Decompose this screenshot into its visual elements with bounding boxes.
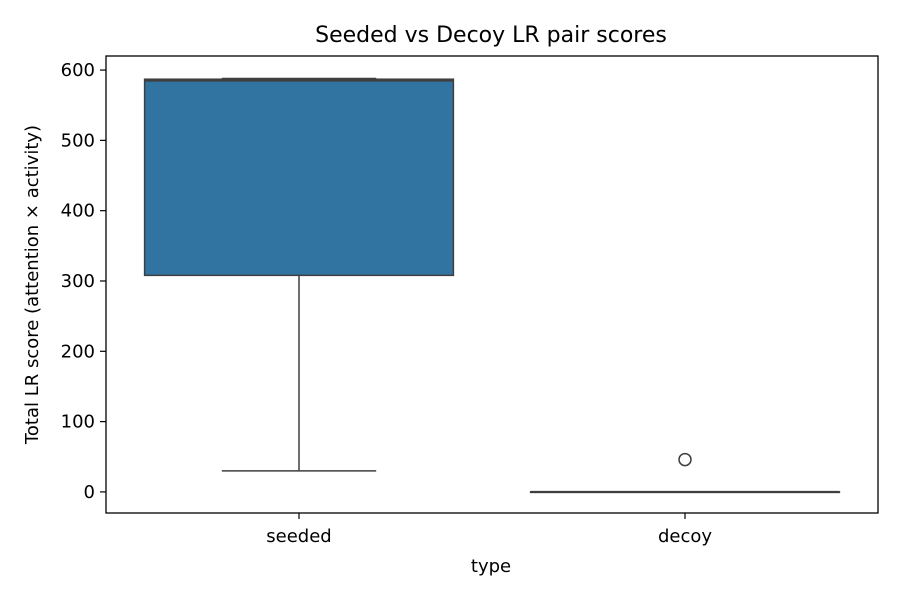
plot-area-frame	[105, 55, 879, 514]
y-axis: 0 100 200 300 400 500 600	[61, 60, 106, 503]
y-tick-label: 200	[61, 341, 95, 362]
y-tick-label: 0	[84, 482, 95, 503]
y-tick-label: 400	[61, 201, 95, 222]
y-tick-label: 100	[61, 412, 95, 433]
box-body	[143, 78, 455, 277]
box-decoy	[529, 452, 841, 494]
y-axis-label: Total LR score (attention × activity)	[22, 125, 43, 445]
x-tick-label-decoy: decoy	[658, 526, 712, 547]
outlier-point	[678, 452, 692, 467]
x-tick-label-seeded: seeded	[266, 526, 331, 547]
y-tick-label: 500	[61, 130, 95, 151]
box-seeded	[143, 77, 455, 472]
y-tick-label: 600	[61, 60, 95, 81]
x-axis-label: type	[471, 556, 511, 577]
y-tick-label: 300	[61, 271, 95, 292]
box-series	[143, 77, 841, 494]
x-axis: seeded decoy	[266, 513, 712, 547]
chart-title: Seeded vs Decoy LR pair scores	[315, 23, 667, 48]
